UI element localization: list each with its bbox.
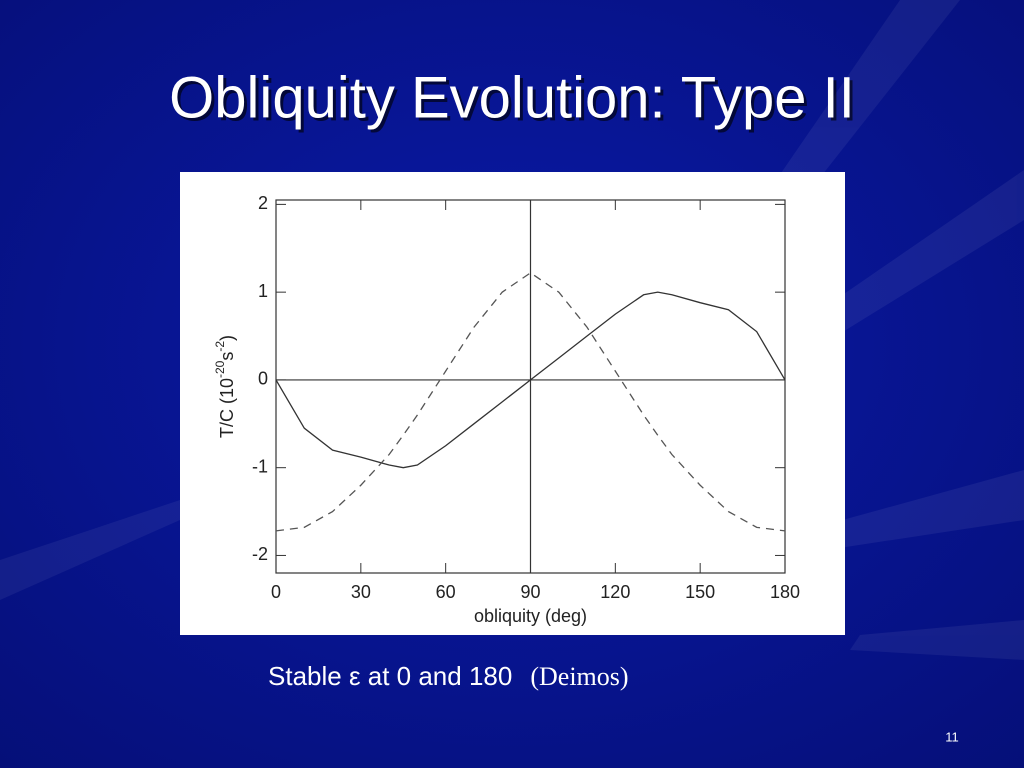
x-axis-label: obliquity (deg) [474,606,587,626]
y-tick-label: 0 [258,369,268,389]
x-tick-label: 180 [770,582,800,602]
y-axis-label-part: T/C (10 [217,378,237,438]
y-tick-label: 2 [258,193,268,213]
title-shadow: Obliquity Evolution: Type II [172,68,858,133]
line-series [275,272,786,532]
y-axis-label-part: ) [217,335,237,341]
y-axis-label-part: -20 [213,360,227,378]
x-tick-label: 30 [351,582,371,602]
caption: Stable ε at 0 and 180 [268,661,512,691]
x-tick-label: 0 [271,582,281,602]
page-number: 11 [945,729,959,744]
y-axis-label: T/C (10-20s-2) [213,335,237,438]
y-axis-label-part: -2 [213,341,227,352]
y-tick-label: -2 [252,544,268,564]
chart-background [180,172,845,635]
y-tick-label: 1 [258,281,268,301]
caption-source: (Deimos) [530,662,628,691]
x-tick-label: 90 [520,582,540,602]
slide-title: Obliquity Evolution: Type II [169,65,855,130]
x-tick-label: 150 [685,582,715,602]
y-tick-label: -1 [252,456,268,476]
x-tick-label: 60 [436,582,456,602]
y-axis-label-part: s [217,352,237,361]
line-series [275,291,786,469]
x-tick-label: 120 [600,582,630,602]
